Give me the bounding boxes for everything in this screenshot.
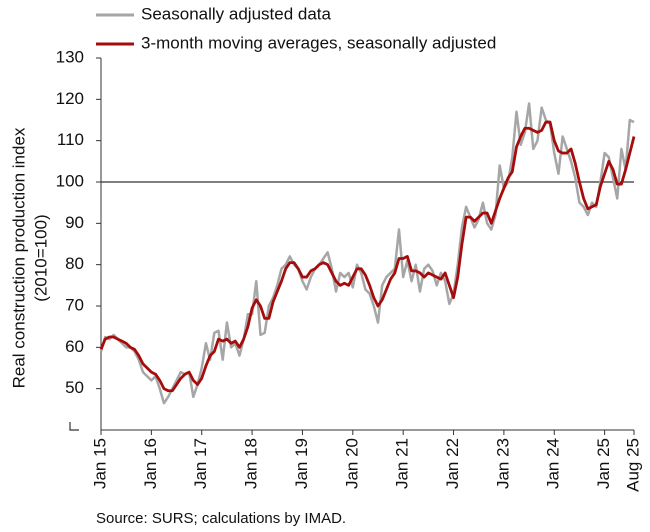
legend-label: 3-month moving averages, seasonally adju… [141, 33, 496, 52]
y-axis-title-line: Real construction production index [9, 127, 28, 388]
x-tick-label: Jan 23 [493, 438, 512, 489]
x-tick-label: Jan 20 [342, 438, 361, 489]
x-tick-label: Jan 24 [544, 438, 563, 489]
y-tick-label: 60 [65, 337, 84, 356]
x-tick-label: Jan 21 [393, 438, 412, 489]
y-tick-label: 70 [65, 295, 84, 314]
axis-break [69, 422, 79, 431]
x-tick-label: Jan 22 [443, 438, 462, 489]
y-tick-label: 100 [56, 171, 84, 190]
y-tick-label: 110 [57, 130, 84, 149]
y-tick-label: 80 [65, 254, 84, 273]
y-tick-label: 130 [56, 47, 84, 66]
x-tick-label: Jan 15 [90, 438, 109, 489]
x-tick-label: Jan 16 [141, 438, 160, 489]
x-tick-label: Jan 19 [292, 438, 311, 489]
y-tick-label: 120 [56, 89, 84, 108]
legend-label: Seasonally adjusted data [141, 4, 332, 23]
y-axis-title-line: (2010=100) [31, 214, 50, 301]
y-axis-title: Real construction production index (2010… [9, 127, 50, 388]
x-tick-label: Aug 25 [623, 438, 642, 492]
x-tick-label: Jan 18 [242, 438, 261, 489]
series-line [99, 120, 636, 393]
y-tick-label: 90 [65, 213, 84, 232]
x-tick-label: Jan 25 [594, 438, 613, 489]
source-note: Source: SURS; calculations by IMAD. [96, 510, 346, 527]
y-tick-label: 50 [65, 378, 84, 397]
series-line [99, 102, 635, 405]
x-tick-label: Jan 17 [191, 438, 210, 489]
